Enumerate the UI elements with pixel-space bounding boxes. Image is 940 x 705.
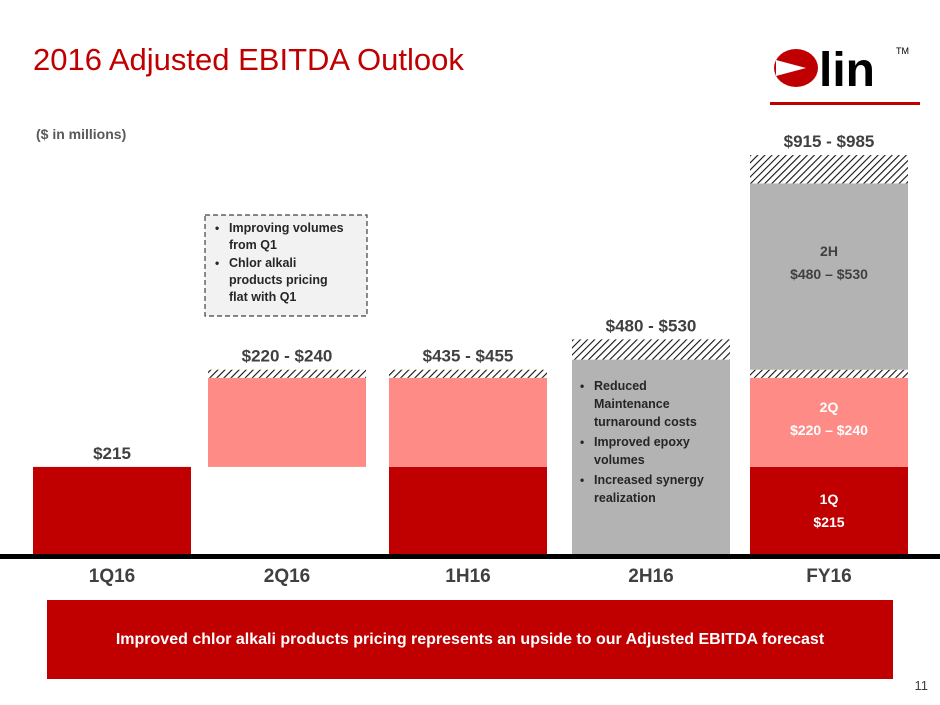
category-label-1h16: 1H16 xyxy=(445,566,490,587)
segment-label: 2H xyxy=(820,243,838,259)
note-text: Reduced Maintenance turnaround costs xyxy=(594,379,697,429)
bullet-icon: • xyxy=(580,473,584,487)
note-item: • Increased synergy realization xyxy=(580,473,704,505)
bar-segment-1q16-1q xyxy=(33,466,191,554)
bar-segment-2q16-2q xyxy=(208,377,366,467)
bullet-icon: • xyxy=(580,379,584,393)
logo-wordmark: lin xyxy=(819,44,875,96)
total-label-fy16: $915 - $985 xyxy=(784,132,875,151)
page-number: 11 xyxy=(914,678,929,693)
total-label-1q16: $215 xyxy=(93,444,131,463)
callout-item: • Chlor alkali products pricing flat with Q… xyxy=(215,256,328,304)
note-text: Increased synergy realization xyxy=(594,473,704,505)
category-label-2q16: 2Q16 xyxy=(264,566,310,587)
bullet-icon: • xyxy=(215,256,219,270)
logo-o-notch xyxy=(776,60,806,76)
range-band-1h16-2q xyxy=(389,369,547,378)
bar-segment-1h16-2q xyxy=(389,377,547,467)
range-band-2q16-2q xyxy=(208,369,366,378)
bar-segment-2h16-2h xyxy=(572,359,730,554)
bar-segment-fy16-1q xyxy=(750,466,908,554)
logo-trademark: TM xyxy=(896,46,909,56)
logo-underline xyxy=(770,102,920,105)
total-label-2h16: $480 - $530 xyxy=(606,316,697,335)
segment-label: $215 xyxy=(813,514,844,530)
bar-segment-fy16-2q xyxy=(750,377,908,467)
note-text: Improved epoxy volumes xyxy=(594,435,690,467)
callout-text: Improving volumes from Q1 xyxy=(229,221,344,252)
total-label-2q16: $220 - $240 xyxy=(242,347,333,366)
segment-label: 2Q xyxy=(820,399,839,415)
upside-banner: Improved chlor alkali products pricing r… xyxy=(47,600,893,679)
callout-item: • Improving volumes from Q1 xyxy=(215,221,344,252)
bullet-icon: • xyxy=(580,435,584,449)
x-axis-line xyxy=(0,554,940,559)
bar-segment-1h16-1q xyxy=(389,466,547,554)
range-band-fy16-2h xyxy=(750,155,908,184)
segment-label: $480 – $530 xyxy=(790,266,868,282)
callout-box xyxy=(204,214,368,317)
category-label-1q16: 1Q16 xyxy=(89,566,135,587)
ebitda-chart: $215 1Q16 $220 - $240 2Q16 • Improving volume… xyxy=(0,132,940,587)
segment-label: 1Q xyxy=(820,491,839,507)
note-item: • Reduced Maintenance turnaround costs xyxy=(580,379,697,429)
segment-label: $220 – $240 xyxy=(790,422,868,438)
olin-logo: lin TM xyxy=(774,44,909,96)
total-label-1h16: $435 - $455 xyxy=(423,347,514,366)
units-label: ($ in millions) xyxy=(36,126,127,142)
bar-segment-fy16-2h xyxy=(750,183,908,370)
page-title: 2016 Adjusted EBITDA Outlook xyxy=(33,42,464,77)
note-item: • Improved epoxy volumes xyxy=(580,435,690,467)
bullet-icon: • xyxy=(215,221,219,235)
category-label-fy16: FY16 xyxy=(806,566,851,587)
category-label-2h16: 2H16 xyxy=(628,566,673,587)
range-band-2h16-2h xyxy=(572,339,730,360)
range-band-fy16-2q xyxy=(750,369,908,378)
callout-text: Chlor alkali products pricing flat with Q1 xyxy=(229,256,328,304)
